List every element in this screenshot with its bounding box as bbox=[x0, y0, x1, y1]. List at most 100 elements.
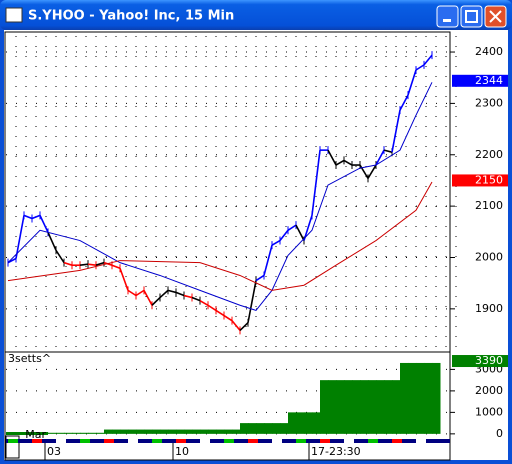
volume-step bbox=[296, 412, 305, 434]
volume-step bbox=[208, 429, 217, 434]
price-segment bbox=[303, 215, 313, 241]
price-segment bbox=[23, 214, 33, 220]
volume-step bbox=[424, 362, 433, 434]
volume-step bbox=[352, 380, 361, 434]
volume-step bbox=[328, 380, 337, 434]
price-segment bbox=[47, 231, 57, 251]
price-segment bbox=[263, 244, 273, 276]
window-title: S.YHOO - Yahoo! Inc, 15 Min bbox=[28, 9, 234, 24]
moving-average bbox=[7, 181, 433, 291]
price-segment bbox=[415, 64, 425, 71]
volume-step bbox=[360, 380, 369, 434]
volume-step bbox=[408, 362, 417, 434]
price-segment bbox=[407, 69, 417, 96]
x-tick-label: 17-23:30 bbox=[311, 445, 361, 458]
time-strip-seg bbox=[416, 439, 426, 443]
price-segment bbox=[343, 159, 353, 166]
price-segment bbox=[255, 274, 265, 282]
x-tick-label: 10 bbox=[175, 445, 189, 458]
time-strip-seg bbox=[8, 439, 18, 443]
price-segment bbox=[231, 320, 241, 331]
y-tick-label: 2000 bbox=[475, 384, 503, 397]
price-segment bbox=[127, 289, 137, 297]
price-segment bbox=[271, 239, 281, 246]
price-segment bbox=[199, 299, 209, 306]
price-segment bbox=[183, 294, 193, 299]
maximize-button[interactable] bbox=[460, 5, 483, 28]
price-marker-label: 2150 bbox=[475, 173, 503, 186]
volume-step bbox=[48, 432, 57, 434]
volume-step bbox=[160, 429, 169, 434]
volume-step bbox=[264, 423, 273, 434]
price-segment bbox=[175, 291, 185, 297]
y-tick-label: 0 bbox=[496, 427, 503, 440]
price-segment bbox=[31, 214, 41, 220]
price-segment bbox=[287, 224, 297, 231]
volume-step bbox=[72, 432, 81, 434]
volume-step bbox=[96, 432, 105, 434]
volume-step bbox=[112, 429, 121, 434]
volume-step bbox=[56, 432, 65, 434]
price-segment bbox=[143, 289, 153, 306]
y-tick-label: 1000 bbox=[475, 405, 503, 418]
price-segment bbox=[39, 215, 49, 233]
maximize-icon bbox=[465, 10, 478, 23]
price-marker-label: 3390 bbox=[475, 354, 503, 367]
volume-step bbox=[416, 362, 425, 434]
price-segment bbox=[335, 159, 345, 166]
price-marker-label: 2344 bbox=[475, 74, 503, 87]
price-segment bbox=[215, 309, 225, 317]
volume-step bbox=[192, 429, 201, 434]
volume-step bbox=[240, 423, 249, 434]
y-tick-label: 2400 bbox=[475, 45, 503, 58]
volume-step bbox=[376, 380, 385, 434]
price-segment bbox=[383, 149, 393, 153]
volume-step bbox=[432, 362, 441, 434]
price-pane bbox=[4, 31, 451, 353]
volume-step bbox=[288, 412, 297, 434]
month-bar bbox=[6, 432, 48, 435]
price-segment bbox=[391, 109, 401, 153]
time-strip-seg bbox=[248, 439, 258, 443]
volume-step bbox=[184, 429, 193, 434]
time-strip-seg bbox=[296, 439, 306, 443]
price-segment bbox=[359, 164, 369, 179]
price-segment bbox=[63, 261, 73, 266]
time-strip-seg bbox=[224, 439, 234, 443]
price-segment bbox=[207, 304, 217, 312]
volume-step bbox=[120, 429, 129, 434]
time-strip-seg bbox=[368, 439, 378, 443]
price-segment bbox=[279, 229, 289, 242]
price-segment bbox=[167, 289, 177, 294]
time-strip-seg bbox=[128, 439, 138, 443]
volume-step bbox=[88, 432, 97, 434]
price-segment bbox=[399, 94, 409, 111]
volume-step bbox=[168, 429, 177, 434]
price-segment bbox=[151, 296, 161, 306]
time-strip-seg bbox=[344, 439, 354, 443]
time-strip-seg bbox=[32, 439, 42, 443]
time-strip-seg bbox=[200, 439, 210, 443]
x-tick-label: 03 bbox=[47, 445, 61, 458]
time-strip-seg bbox=[320, 439, 330, 443]
price-segment bbox=[311, 150, 321, 216]
month-label: Mar bbox=[25, 428, 46, 441]
time-strip-seg bbox=[152, 439, 162, 443]
price-segment bbox=[247, 280, 257, 323]
price-segment bbox=[223, 314, 233, 322]
price-segment bbox=[135, 289, 145, 297]
minimize-button[interactable] bbox=[436, 5, 459, 28]
time-strip-seg bbox=[392, 439, 402, 443]
price-segment bbox=[191, 296, 201, 302]
y-tick-label: 2000 bbox=[475, 250, 503, 263]
volume-step bbox=[224, 429, 233, 434]
price-segment bbox=[239, 322, 249, 332]
price-segment bbox=[367, 164, 377, 179]
price-marker bbox=[452, 355, 508, 368]
volume-step bbox=[280, 423, 289, 434]
volume-step bbox=[176, 429, 185, 434]
volume-step bbox=[144, 429, 153, 434]
volume-step bbox=[312, 412, 321, 434]
time-strip-seg bbox=[56, 439, 66, 443]
